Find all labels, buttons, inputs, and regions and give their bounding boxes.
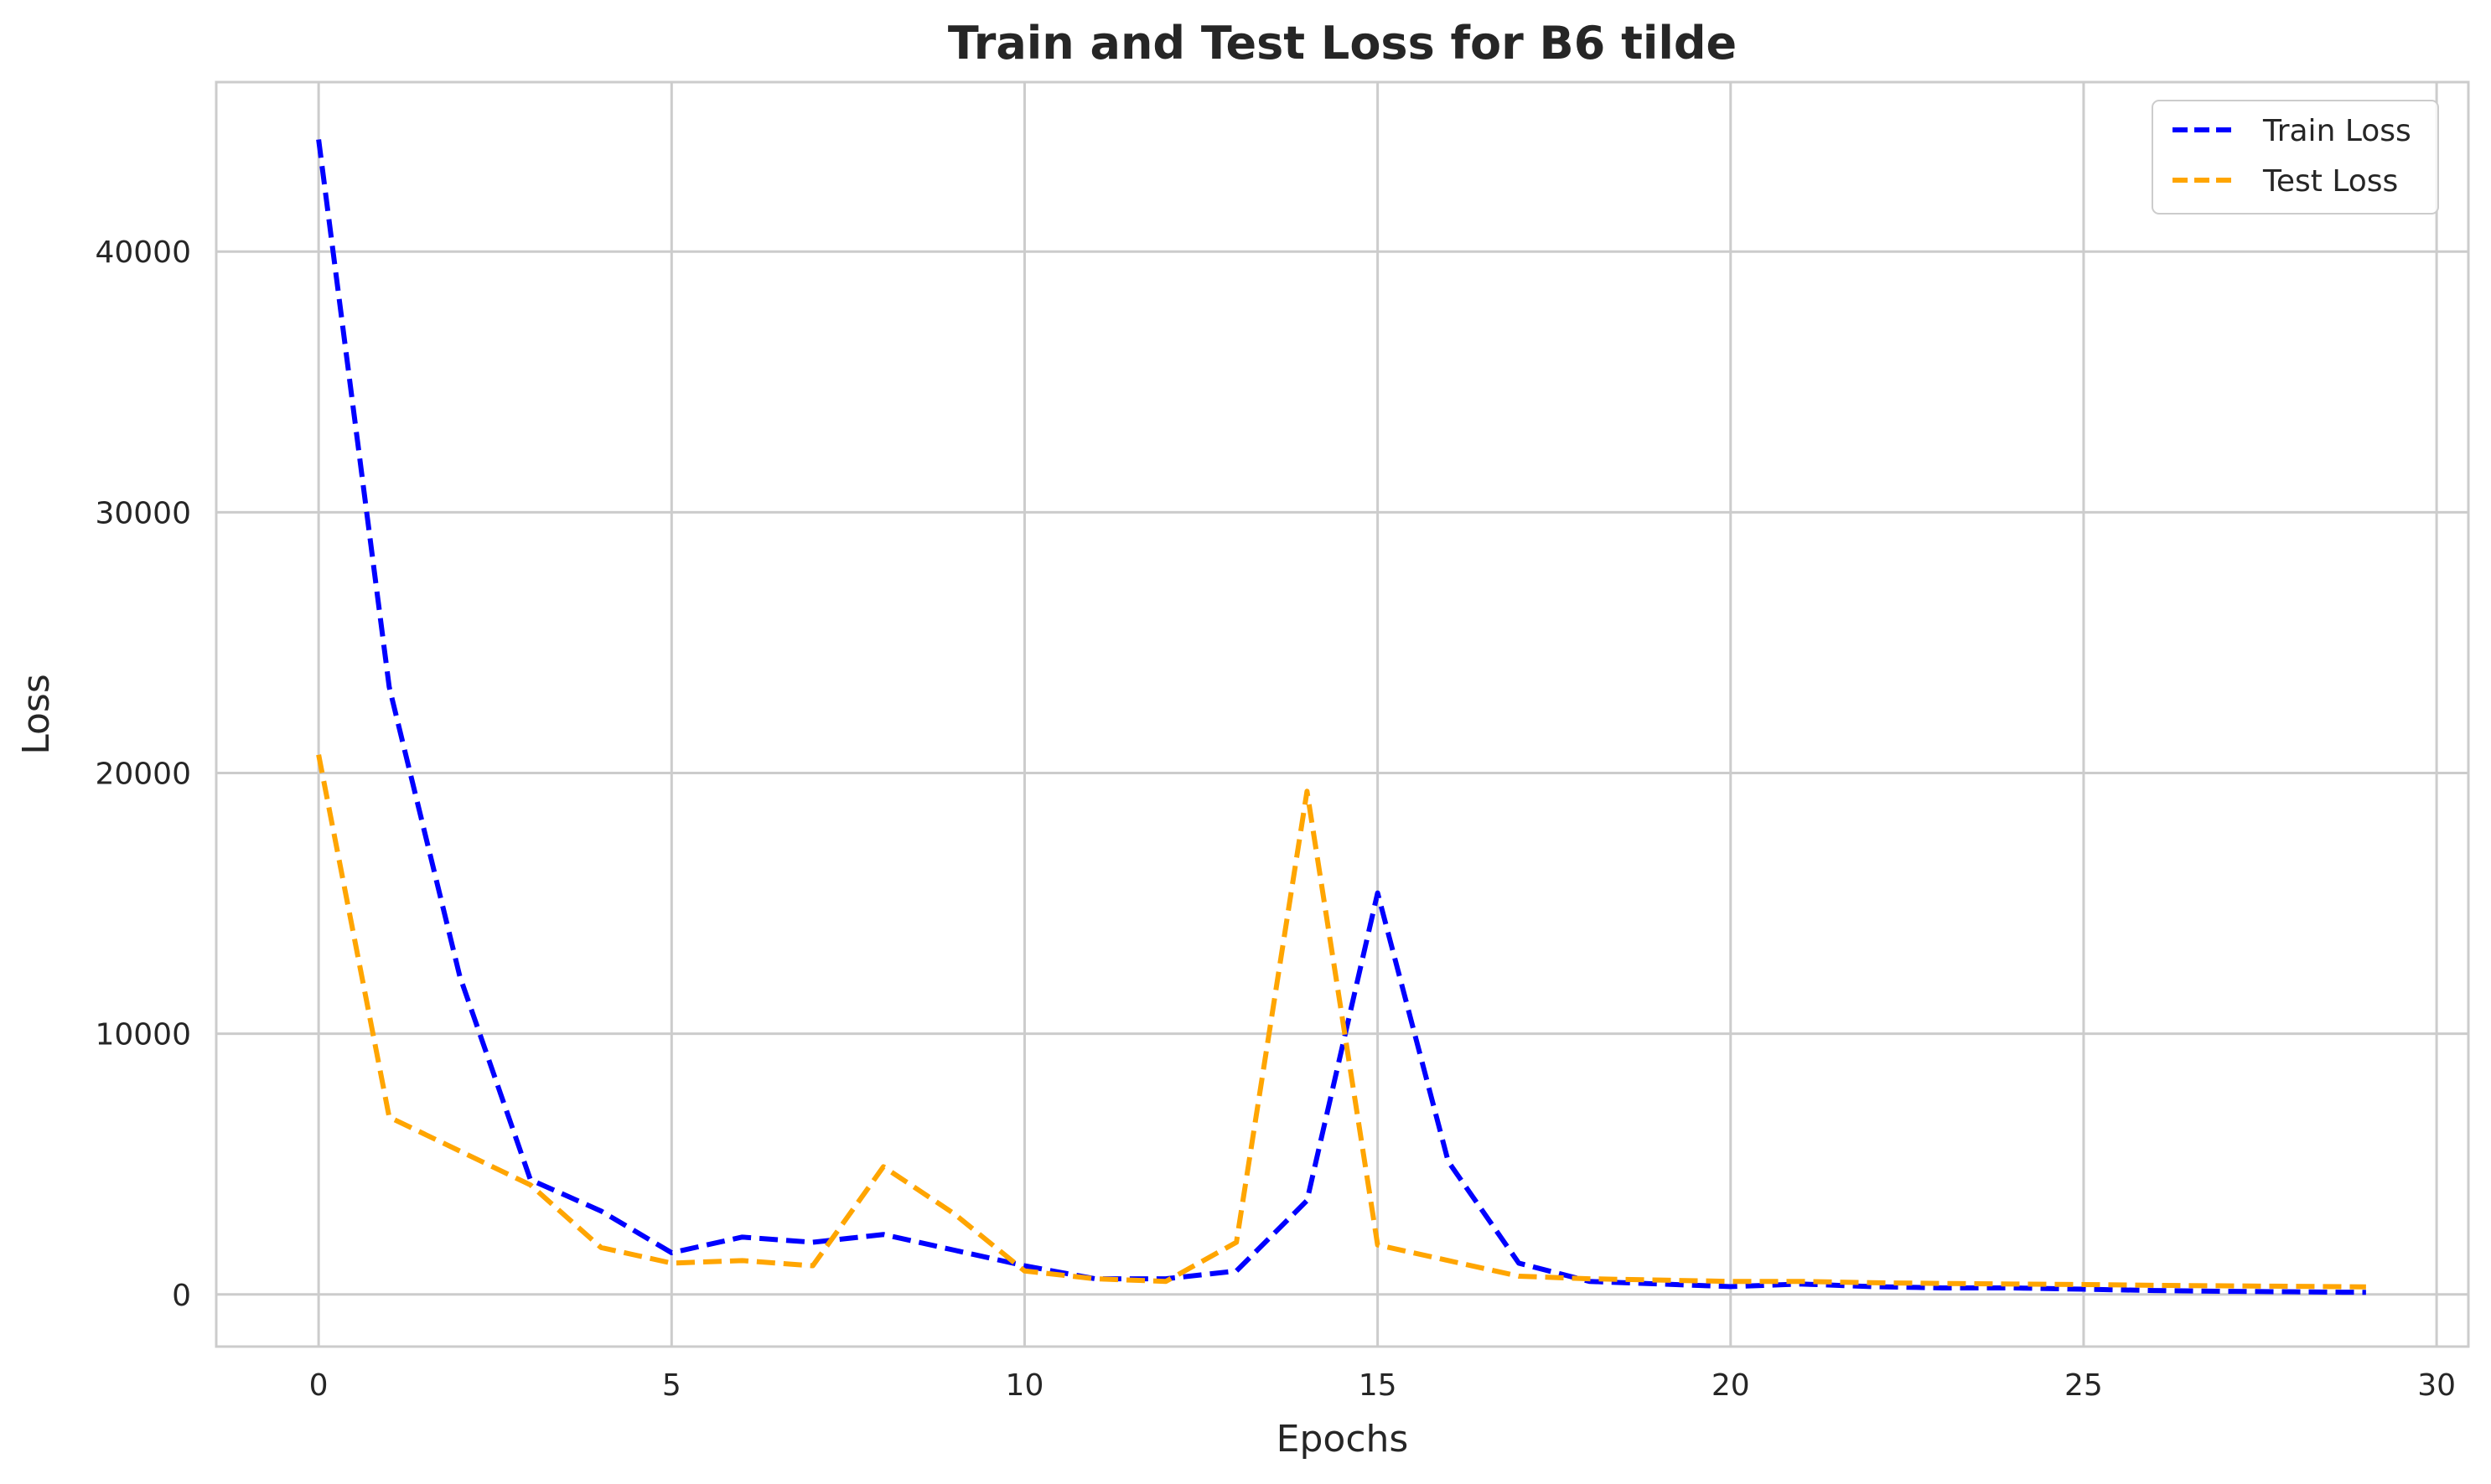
x-tick-label: 5: [662, 1368, 681, 1403]
plot-frame: [215, 80, 2470, 1348]
y-tick-label: 10000: [95, 1018, 191, 1052]
legend-label-train-loss: Train Loss: [2262, 114, 2411, 148]
x-tick-label: 20: [1712, 1368, 1750, 1403]
legend-label-test-loss: Test Loss: [2262, 164, 2398, 199]
y-tick-label: 0: [172, 1279, 191, 1313]
chart-title: Train and Test Loss for B6 tilde: [948, 17, 1737, 70]
x-tick-label: 30: [2417, 1368, 2456, 1403]
y-axis-label: Loss: [15, 674, 58, 755]
x-tick-label: 15: [1359, 1368, 1397, 1403]
x-tick-label: 10: [1006, 1368, 1044, 1403]
x-tick-labels: 0 5 10 15 20 25 30: [309, 1368, 2456, 1403]
series-layer: [316, 139, 2366, 1295]
x-tick-label: 25: [2064, 1368, 2103, 1403]
series-line-test-loss: [316, 754, 2366, 1290]
x-tick-label: 0: [309, 1368, 329, 1403]
grid-layer: [216, 82, 2468, 1347]
y-tick-labels: 0 10000 20000 30000 40000: [95, 235, 191, 1313]
y-tick-label: 30000: [95, 496, 191, 530]
y-tick-label: 20000: [95, 758, 191, 792]
legend: Train Loss Test Loss: [2152, 100, 2439, 215]
y-tick-label: 40000: [95, 235, 191, 270]
series-line-train-loss: [316, 139, 2366, 1295]
x-axis-label: Epochs: [1277, 1418, 1409, 1461]
